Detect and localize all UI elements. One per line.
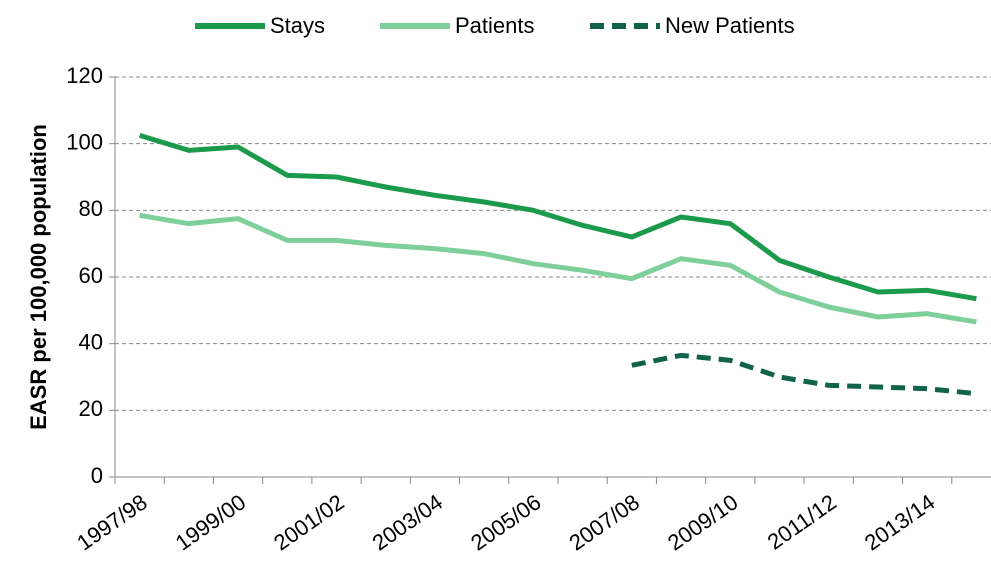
legend-label: Patients (455, 13, 535, 38)
x-tick-label: 2005/06 (466, 489, 545, 555)
y-tick-label: 120 (66, 63, 103, 88)
x-tick-label: 2011/12 (763, 489, 841, 554)
x-tick-label: 1999/00 (171, 489, 250, 555)
series-line (631, 352, 977, 397)
x-tick-label: 2007/08 (565, 489, 644, 555)
x-tick-label: 2001/02 (269, 489, 348, 555)
y-tick-label: 40 (79, 329, 103, 354)
y-tick-label: 100 (66, 129, 103, 154)
y-tick-label: 0 (91, 463, 103, 488)
y-tick-label: 80 (79, 196, 103, 221)
series-line (139, 212, 977, 325)
y-tick-label: 60 (79, 263, 103, 288)
y-tick-label: 20 (79, 396, 103, 421)
legend-label: New Patients (665, 13, 795, 38)
series-line (138, 132, 977, 302)
x-tick-label: 2009/10 (663, 489, 742, 555)
x-tick-label: 2013/14 (860, 489, 939, 555)
x-tick-label: 1997/98 (72, 489, 151, 555)
x-tick-label: 2003/04 (368, 489, 447, 555)
y-axis-label: EASR per 100,000 population (26, 124, 51, 430)
legend-label: Stays (270, 13, 325, 38)
